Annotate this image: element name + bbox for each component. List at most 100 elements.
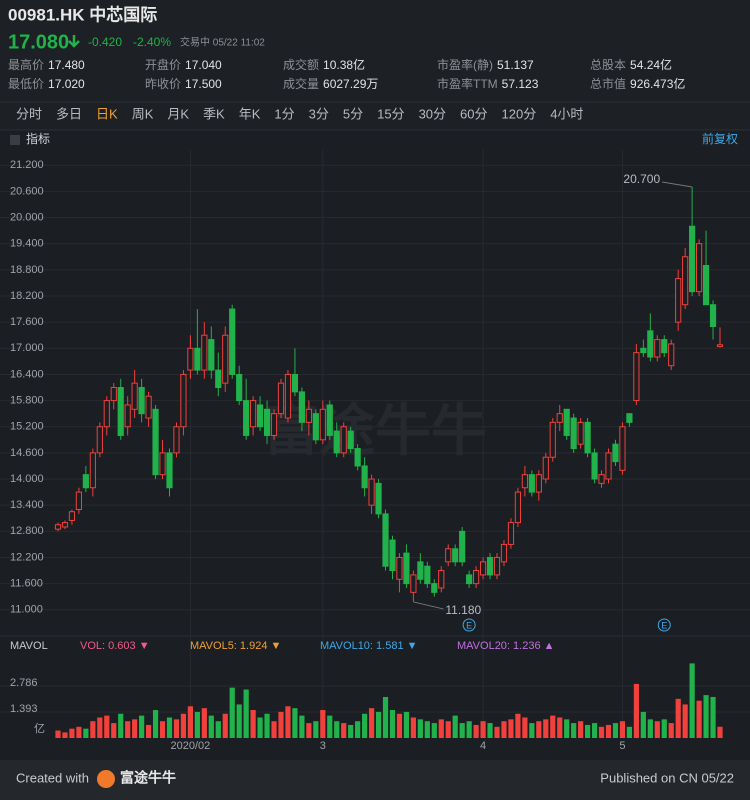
annotation-label: 11.180: [445, 603, 481, 617]
candle-body: [124, 404, 131, 428]
volume-bar: [250, 710, 256, 738]
volume-bar: [591, 723, 598, 738]
volume-bar: [222, 713, 228, 738]
panel-title: MAVOL: [10, 640, 48, 652]
period-tab[interactable]: 15分: [377, 106, 404, 121]
candle-body: [570, 417, 577, 450]
footer-created: Created with: [16, 770, 89, 785]
period-tab[interactable]: 分时: [16, 106, 42, 121]
y-tick-label: 2.786: [10, 677, 38, 689]
candle-body: [152, 408, 159, 476]
stat-value: 6027.29万: [323, 77, 378, 91]
volume-bar: [647, 719, 653, 738]
candle-body: [284, 373, 292, 419]
volume-bar: [682, 704, 688, 738]
y-tick-label: 19.400: [10, 238, 44, 250]
candle-body: [173, 426, 180, 454]
volume-bar: [62, 732, 68, 738]
indicator-button[interactable]: 指标: [26, 131, 50, 146]
y-tick-label: 1.393: [10, 703, 38, 715]
volume-bar: [145, 724, 152, 738]
volume-bar: [313, 721, 319, 738]
volume-bar: [271, 721, 277, 738]
volume-bar: [180, 713, 187, 738]
y-tick-label: 11.000: [10, 604, 43, 616]
volume-bar: [299, 715, 305, 738]
volume-bar: [187, 706, 193, 738]
period-tab[interactable]: 多日: [56, 106, 82, 121]
volume-bar: [550, 715, 556, 738]
volume-bar: [83, 728, 89, 738]
volume-bar: [159, 721, 166, 738]
stat-value: 17.480: [48, 58, 85, 72]
candle-body: [535, 474, 542, 493]
volume-bar: [564, 719, 570, 738]
period-tab[interactable]: 5分: [343, 106, 363, 121]
adjust-button[interactable]: 前复权: [702, 131, 738, 146]
volume-bar: [710, 696, 716, 738]
stat-label: 总股本: [590, 58, 626, 72]
period-tab[interactable]: 30分: [419, 106, 446, 121]
footer: [0, 760, 750, 800]
volume-bar: [306, 723, 312, 738]
volume-bar: [111, 723, 117, 738]
period-tab[interactable]: 月K: [167, 106, 189, 121]
volume-bar: [459, 723, 465, 738]
candle-body: [709, 304, 717, 328]
candle-body: [298, 391, 305, 423]
candle-body: [326, 404, 333, 436]
candle-body: [319, 408, 326, 441]
period-tab[interactable]: 60分: [460, 106, 487, 121]
y-tick-label: 20.600: [10, 185, 44, 197]
price: 17.080: [8, 31, 69, 53]
candle-body: [542, 456, 549, 480]
candle-body: [626, 413, 633, 423]
candle-body: [563, 408, 570, 436]
candle-body: [375, 482, 382, 515]
candle-body: [354, 448, 361, 467]
stat-label: 总市值: [590, 76, 626, 91]
candle-body: [61, 522, 69, 528]
period-tab[interactable]: 4小时: [550, 106, 583, 121]
volume-bar: [445, 721, 451, 738]
candle-body: [396, 556, 403, 580]
period-tab[interactable]: 周K: [132, 106, 154, 121]
price-change: -0.420: [88, 35, 122, 49]
volume-bar: [717, 726, 723, 738]
candle-body: [166, 452, 173, 489]
candle-body: [647, 330, 654, 358]
volume-bar: [501, 721, 507, 738]
period-tab[interactable]: 日K: [96, 106, 118, 121]
stat-value: 926.473亿: [630, 76, 685, 91]
volume-bar: [104, 715, 110, 738]
candle-body: [270, 413, 278, 436]
volume-bar: [215, 721, 221, 738]
stat-label: 成交额: [283, 57, 319, 72]
candle-body: [452, 548, 459, 563]
period-tab[interactable]: 季K: [203, 106, 225, 121]
y-tick-label: 12.200: [10, 551, 44, 563]
volume-bar: [403, 711, 410, 738]
period-tab[interactable]: 年K: [239, 106, 261, 121]
y-tick-label: 18.200: [10, 290, 44, 302]
candle-body: [633, 352, 640, 402]
trade-status: 交易中 05/22 11:02: [180, 36, 265, 49]
volume-bar: [257, 717, 263, 738]
candle-body: [473, 570, 480, 585]
volume-bar: [557, 717, 563, 738]
volume-bar: [431, 723, 437, 738]
y-tick-label: 21.200: [10, 159, 44, 171]
candle-body: [82, 474, 89, 489]
footer-brand: 富途牛牛: [120, 770, 176, 786]
period-tab[interactable]: 120分: [502, 106, 537, 121]
volume-bar: [76, 726, 82, 738]
candle-body: [493, 556, 501, 576]
volume-bar: [229, 687, 235, 738]
period-tab[interactable]: 3分: [309, 106, 329, 121]
volume-bar: [139, 715, 145, 738]
candle-body: [312, 413, 319, 441]
candle-body: [368, 478, 375, 506]
period-tab[interactable]: 1分: [274, 106, 294, 121]
